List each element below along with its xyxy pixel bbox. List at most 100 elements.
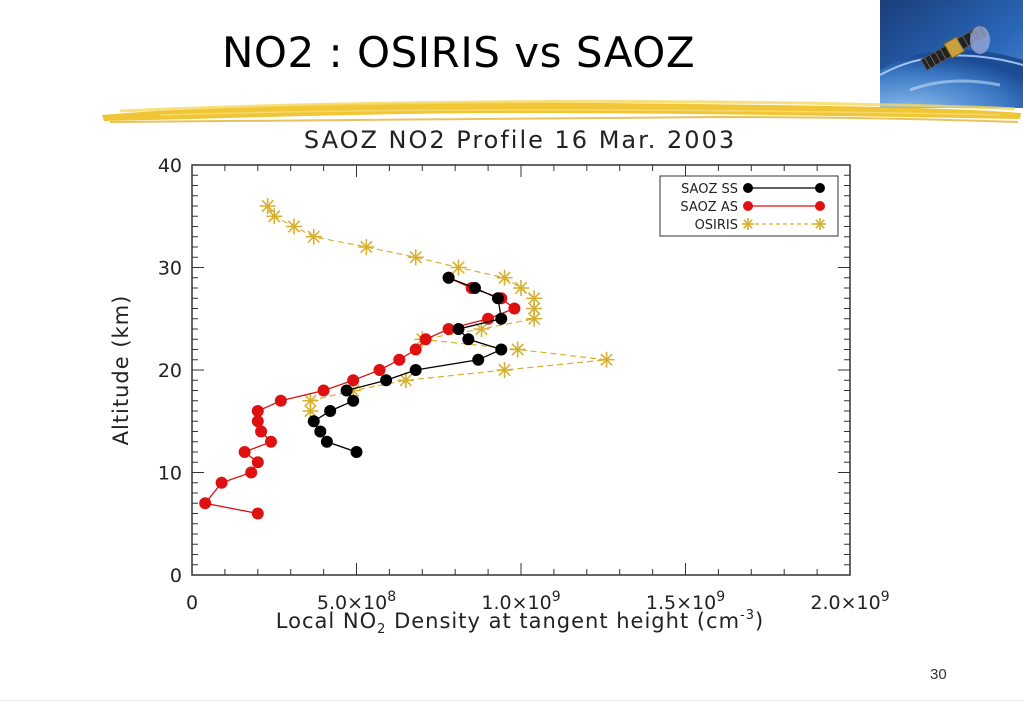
legend-marker-saoz-ss (743, 183, 753, 193)
legend-label-saoz-as: SAOZ AS (680, 200, 738, 215)
x-axis-label: Local NO2 Density at tangent height (cm-… (276, 608, 764, 637)
series-line-osiris (267, 205, 607, 411)
data-point-saoz-ss (462, 333, 475, 346)
data-point-saoz-ss (442, 271, 455, 284)
data-point-saoz-as (251, 405, 264, 417)
asterisk-stroke (261, 199, 274, 213)
brush-stroke-divider (102, 99, 1021, 123)
y-axis: 0 10 20 30 40 (158, 155, 182, 587)
legend-marker-osiris (742, 218, 754, 230)
data-point-saoz-ss (350, 446, 363, 458)
x-tick-label: 1.0×109 (481, 589, 560, 614)
x-tick-label: 0 (186, 592, 198, 614)
asterisk-stroke (409, 251, 422, 264)
y-tick-label: 0 (170, 565, 182, 587)
page-number: 30 (930, 666, 947, 683)
chart-title: SAOZ NO2 Profile 16 Mar. 2003 (304, 126, 736, 154)
asterisk-stroke (514, 281, 528, 295)
asterisk-stroke (527, 312, 541, 325)
x-tick-label: 2.0×109 (810, 589, 889, 614)
asterisk-stroke (527, 292, 541, 305)
data-point-saoz-ss (340, 384, 353, 397)
data-point-saoz-as (373, 364, 386, 376)
asterisk-stroke (268, 210, 281, 223)
y-axis-label: Altitude (km) (109, 295, 133, 446)
asterisk-stroke (815, 219, 825, 229)
data-point-saoz-as (393, 353, 406, 366)
data-point-saoz-ss (495, 312, 508, 325)
data-point-saoz-as (274, 394, 287, 407)
asterisk-stroke (475, 322, 488, 336)
data-point-saoz-as (264, 435, 277, 448)
data-point-saoz-ss (347, 394, 360, 407)
data-point-saoz-as (245, 466, 258, 479)
data-point-saoz-as (419, 333, 432, 346)
data-point-saoz-as (508, 302, 521, 315)
data-point-saoz-as (442, 323, 455, 335)
data-point-saoz-ss (380, 374, 393, 387)
footer-divider (0, 700, 1023, 701)
asterisk-stroke (452, 261, 465, 274)
data-point-saoz-ss (468, 282, 481, 294)
legend-marker-saoz-as (815, 201, 825, 211)
axis-minor-ticks (191, 164, 851, 576)
data-point-osiris (526, 290, 543, 307)
legend-label-osiris: OSIRIS (695, 218, 738, 233)
asterisk-stroke (600, 353, 613, 366)
asterisk-stroke (527, 302, 541, 315)
data-point-osiris (407, 249, 424, 266)
asterisk-stroke (304, 404, 317, 418)
data-point-osiris (509, 341, 526, 358)
data-point-saoz-ss (472, 353, 485, 366)
no2-profile-chart: SAOZ NO2 Profile 16 Mar. 2003 0 5.0×108 1.… (109, 126, 890, 637)
data-point-saoz-ss (307, 415, 320, 428)
legend-marker-saoz-ss (815, 183, 825, 193)
data-point-saoz-as (251, 507, 264, 520)
asterisk-stroke (307, 230, 320, 243)
x-tick-label: 5.0×108 (317, 589, 396, 614)
data-point-saoz-ss (495, 343, 508, 356)
data-point-saoz-ss (452, 323, 465, 335)
satellite-over-earth-icon (880, 0, 1023, 108)
data-point-saoz-as (238, 446, 251, 458)
data-point-saoz-ss (320, 435, 333, 448)
asterisk-stroke (360, 240, 373, 254)
chart-legend: SAOZ SS SAOZ AS OSIRIS (659, 175, 839, 237)
legend-marker-saoz-as (743, 201, 753, 211)
data-point-osiris (266, 208, 283, 225)
series-saoz-as (199, 271, 521, 520)
asterisk-stroke (287, 220, 301, 233)
data-point-saoz-ss (324, 405, 337, 417)
data-point-saoz-as (251, 415, 264, 428)
data-point-saoz-ss (409, 364, 422, 376)
asterisk-stroke (498, 271, 511, 284)
slide-title: NO2 : OSIRIS vs SAOZ (222, 28, 696, 77)
series-line-saoz-ss (312, 277, 504, 453)
data-point-osiris (358, 239, 375, 255)
data-point-osiris (305, 228, 322, 245)
asterisk-stroke (743, 219, 753, 229)
data-point-saoz-as (409, 343, 422, 356)
data-point-osiris (450, 259, 467, 276)
y-tick-label: 40 (158, 155, 182, 177)
x-tick-label: 1.5×109 (646, 589, 725, 614)
data-point-saoz-as (255, 425, 268, 438)
legend-marker-osiris (814, 218, 826, 230)
asterisk-stroke (511, 343, 524, 356)
asterisk-stroke (304, 394, 317, 407)
data-point-osiris (397, 372, 414, 389)
data-point-saoz-as (251, 456, 264, 469)
x-axis: 0 5.0×108 1.0×109 1.5×109 2.0×109 (186, 589, 890, 614)
y-tick-label: 10 (158, 463, 182, 485)
asterisk-stroke (498, 363, 511, 377)
data-point-saoz-ss (314, 425, 327, 438)
legend-label-saoz-ss: SAOZ SS (681, 182, 738, 197)
data-point-saoz-as (215, 476, 228, 489)
y-tick-label: 30 (158, 258, 182, 280)
data-point-osiris (496, 269, 513, 286)
series-layer (199, 198, 615, 520)
series-saoz-ss (307, 271, 508, 458)
data-point-saoz-as (199, 497, 212, 510)
asterisk-stroke (399, 374, 413, 387)
data-point-saoz-as (347, 374, 360, 387)
